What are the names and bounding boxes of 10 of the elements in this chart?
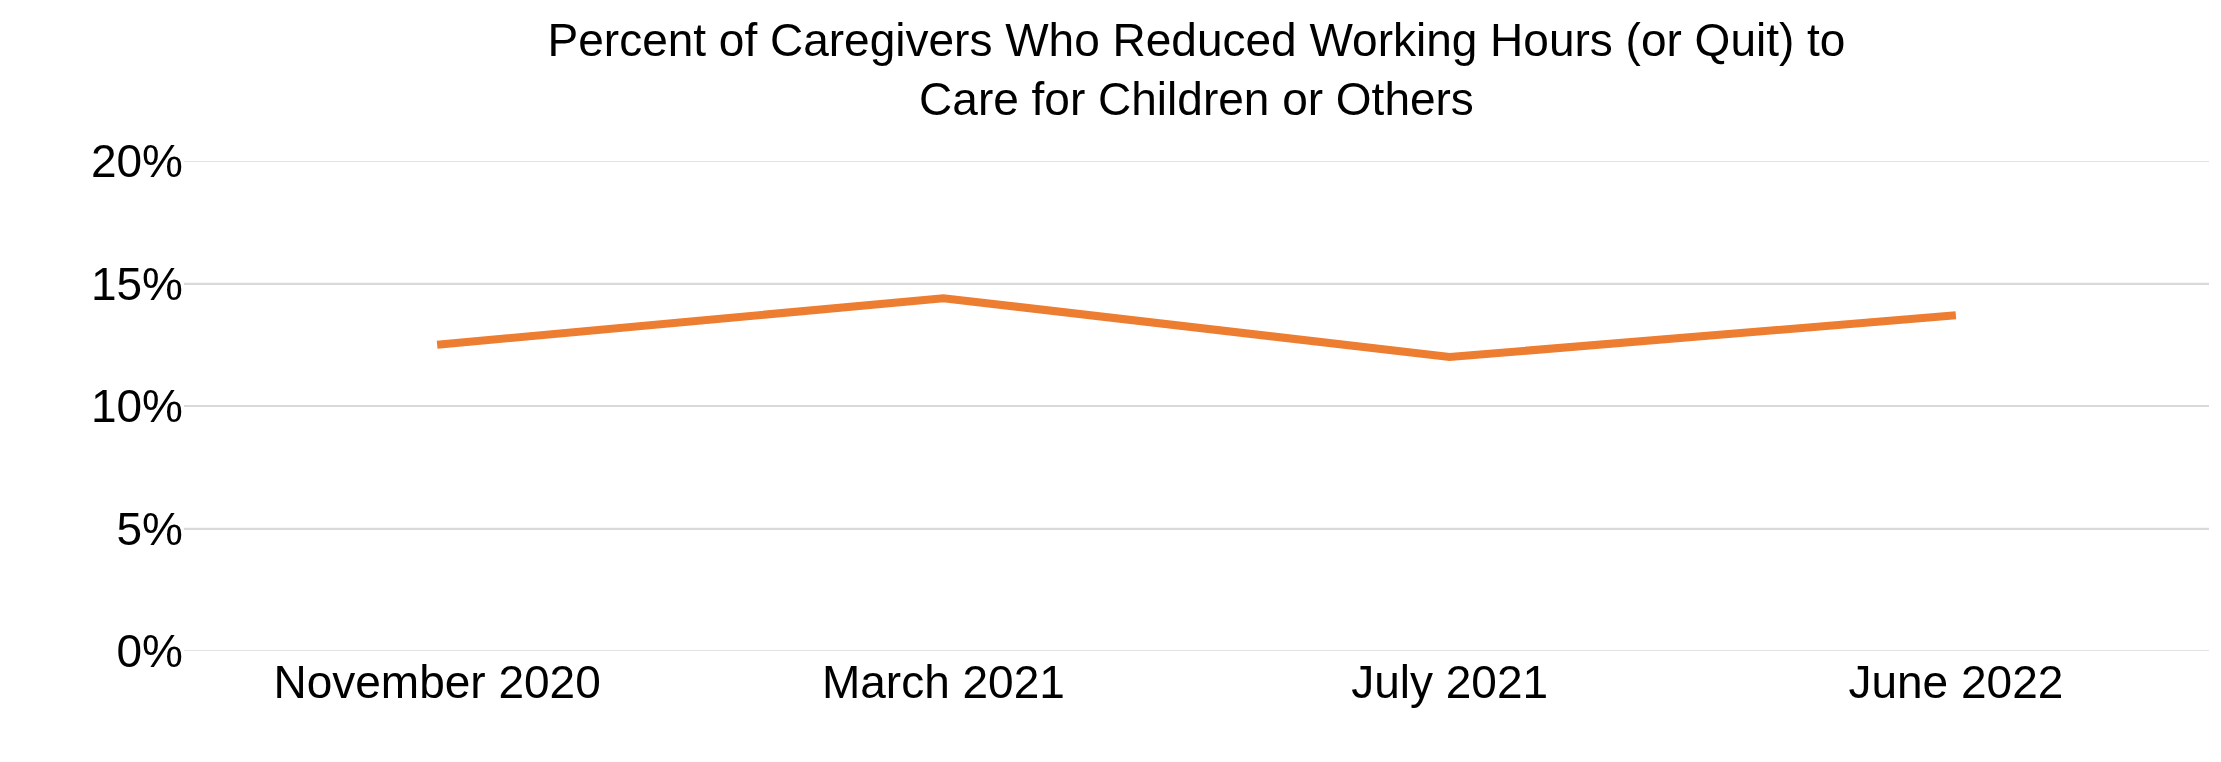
- y-tick-label: 10%: [90, 380, 183, 433]
- x-tick-label: June 2022: [1848, 656, 2064, 708]
- y-tick-label: 15%: [90, 257, 183, 310]
- x-tick-label: November 2020: [273, 656, 601, 708]
- y-tick-label: 5%: [116, 502, 183, 555]
- y-tick-label: 0%: [116, 625, 183, 678]
- x-tick-label: July 2021: [1351, 656, 1549, 708]
- x-tick-label: March 2021: [821, 656, 1065, 708]
- y-tick-label: 20%: [90, 135, 183, 188]
- chart-title: Percent of Caregivers Who Reduced Working Hours (or Quit) to Care for Children or Others: [547, 13, 1846, 126]
